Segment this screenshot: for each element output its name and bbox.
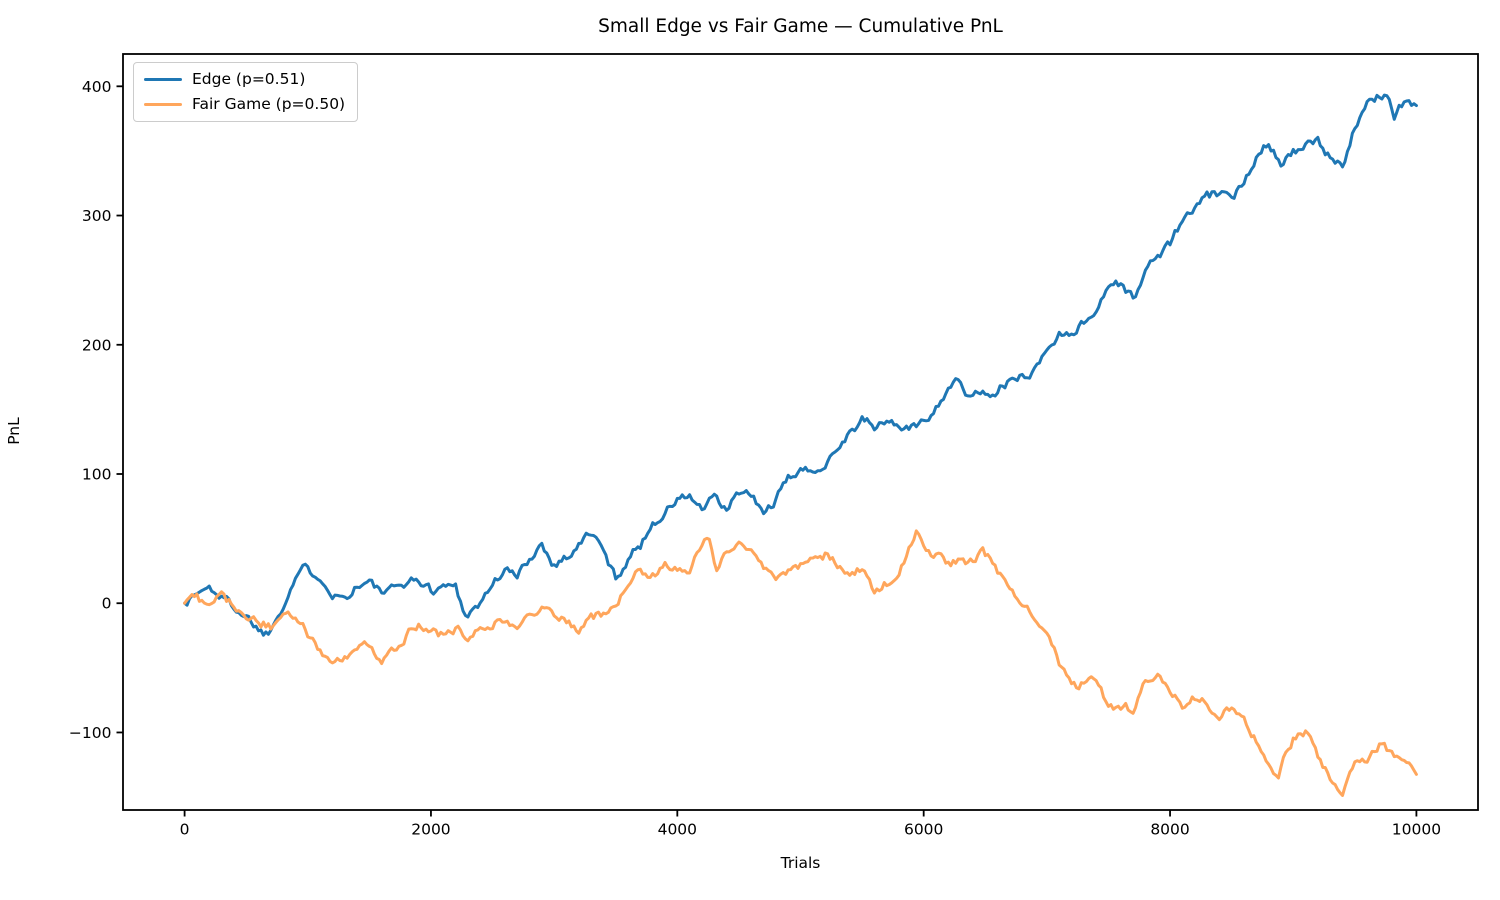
legend-line-sample-fair-game: [144, 102, 182, 106]
legend-label-edge: Edge (p=0.51): [192, 70, 306, 88]
axes-spines: [122, 53, 1479, 811]
x-tick-label: 10000: [1392, 821, 1441, 839]
series-line-0: [183, 93, 1418, 637]
y-tick-label: 400: [82, 78, 112, 96]
y-tick-label: 0: [102, 595, 112, 613]
legend-entry-edge: Edge (p=0.51): [144, 70, 345, 88]
x-tick-label: 0: [180, 821, 190, 839]
x-tick-label: 2000: [411, 821, 450, 839]
y-tick-label: 100: [82, 466, 112, 484]
chart-title: Small Edge vs Fair Game — Cumulative PnL: [598, 16, 1003, 37]
legend-line-sample-edge: [144, 77, 182, 81]
x-axis-label: Trials: [780, 854, 821, 872]
x-tick-label: 6000: [904, 821, 943, 839]
x-tick-label: 8000: [1150, 821, 1189, 839]
y-tick-label: 200: [82, 336, 112, 354]
legend-label-fair-game: Fair Game (p=0.50): [192, 95, 346, 113]
legend: Edge (p=0.51) Fair Game (p=0.50): [133, 62, 359, 122]
y-axis-label: PnL: [5, 417, 23, 445]
x-tick-label: 4000: [658, 821, 697, 839]
y-tick-label: 300: [82, 207, 112, 225]
series-line-1: [183, 529, 1418, 797]
y-tick-label: −100: [69, 724, 112, 742]
legend-entry-fair-game: Fair Game (p=0.50): [144, 95, 345, 113]
